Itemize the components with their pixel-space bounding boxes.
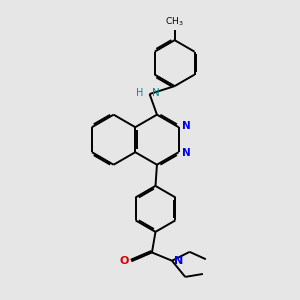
Text: CH$_3$: CH$_3$ xyxy=(165,16,184,28)
Text: O: O xyxy=(120,256,129,266)
Text: N: N xyxy=(152,88,159,98)
Text: N: N xyxy=(182,148,191,158)
Text: N: N xyxy=(182,121,191,131)
Text: H: H xyxy=(136,88,143,98)
Text: N: N xyxy=(174,256,183,266)
